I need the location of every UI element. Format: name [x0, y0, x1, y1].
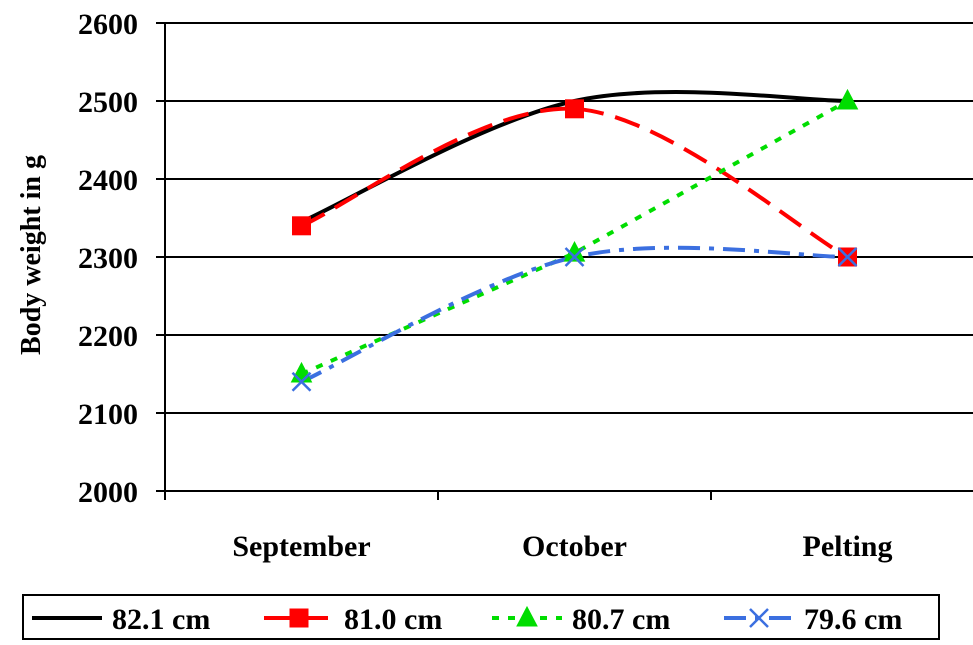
data-point — [292, 216, 311, 236]
marker-stroke — [749, 608, 769, 628]
x-tick-label: October — [522, 530, 627, 563]
y-tick-label: 2000 — [78, 476, 138, 509]
legend-item: 80.7 cm — [492, 603, 670, 636]
legend-item: 82.1 cm — [32, 603, 210, 636]
y-tick-label: 2500 — [78, 86, 138, 119]
series-line-1 — [300, 106, 849, 259]
data-point — [836, 88, 859, 110]
y-tick-label: 2400 — [78, 164, 138, 197]
line-chart: Body weight in g 2000 2100 2200 2300 2400 250… — [16, 8, 973, 563]
legend-marker — [749, 608, 769, 628]
x-tick-label: Pelting — [803, 530, 893, 563]
marker-stroke — [837, 247, 858, 267]
y-axis-label: Body weight in g — [16, 155, 47, 355]
y-tick-labels: 2000 2100 2200 2300 2400 2500 2600 — [78, 8, 138, 509]
legend-label: 81.0 cm — [344, 603, 442, 636]
y-tick-label: 2600 — [78, 8, 138, 41]
legend-label: 82.1 cm — [112, 603, 210, 636]
legend-marker — [289, 608, 309, 628]
x-tick-labels: September October Pelting — [232, 530, 892, 563]
series-line-2 — [300, 99, 849, 376]
series-line-3 — [300, 245, 848, 384]
axes — [156, 22, 973, 500]
y-tick-label: 2200 — [78, 320, 138, 353]
legend-item: 81.0 cm — [264, 603, 442, 636]
legend-item: 79.6 cm — [724, 603, 902, 636]
data-point — [565, 99, 584, 119]
legend-label: 79.6 cm — [804, 603, 902, 636]
series-markers — [290, 88, 859, 392]
legend: 82.1 cm 81.0 cm 80.7 cm 79.6 cm — [22, 594, 940, 640]
data-point — [290, 361, 313, 383]
legend-label: 80.7 cm — [572, 603, 670, 636]
data-point — [837, 247, 858, 267]
legend-marker — [516, 605, 538, 627]
marker-stroke — [291, 371, 312, 392]
data-point — [564, 247, 585, 267]
data-point — [291, 371, 312, 392]
y-tick-label: 2100 — [78, 398, 138, 431]
series-lines — [300, 90, 849, 384]
marker-stroke — [564, 247, 585, 267]
gridlines — [165, 22, 973, 414]
y-tick-label: 2300 — [78, 242, 138, 275]
x-tick-label: September — [232, 530, 370, 563]
